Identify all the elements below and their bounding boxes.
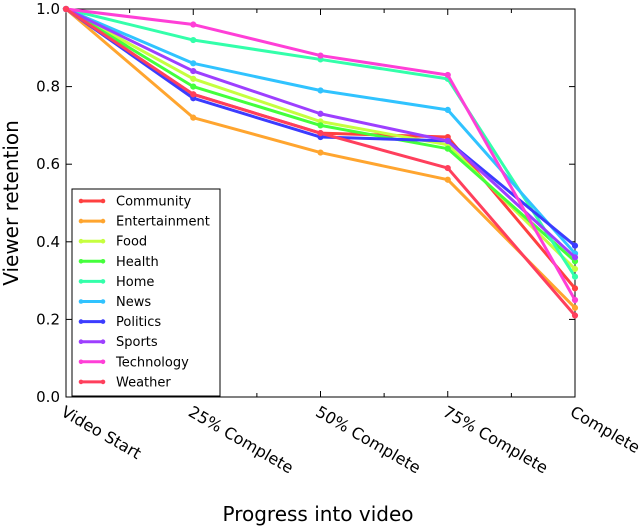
data-point (190, 83, 197, 90)
data-point (571, 254, 579, 261)
legend-marker (78, 299, 84, 304)
legend-marker (100, 319, 106, 324)
series-layer (62, 5, 579, 319)
data-point (190, 75, 197, 82)
y-axis-title: Viewer retention (0, 120, 23, 286)
data-point (444, 71, 451, 79)
data-point (190, 21, 197, 28)
legend-label: Sports (116, 335, 158, 350)
legend-marker (78, 339, 84, 345)
legend-label: Technology (115, 355, 189, 370)
legend-marker (78, 319, 84, 324)
legend-item: Food (78, 235, 147, 250)
data-point (571, 312, 579, 319)
legend-label: Entertainment (116, 215, 210, 230)
legend-item: Entertainment (78, 215, 210, 230)
data-point (190, 36, 197, 44)
legend-marker (78, 198, 84, 204)
legend-marker (100, 218, 106, 224)
data-point (571, 285, 579, 292)
legend: Community Entertainment Food Health Home News… (71, 188, 221, 397)
y-tick-label: 0.2 (36, 310, 60, 328)
legend-marker (100, 279, 106, 284)
x-tick-label: 75% Complete (440, 402, 551, 477)
legend-marker (100, 339, 106, 345)
data-point (317, 52, 324, 59)
legend-marker (78, 359, 84, 365)
data-point (571, 242, 579, 249)
data-point (62, 5, 70, 13)
legend-item: Politics (78, 315, 161, 330)
x-tick-label: 25% Complete (185, 402, 296, 477)
data-point (444, 137, 451, 145)
data-point (190, 114, 197, 121)
data-point (444, 145, 451, 152)
legend-marker (100, 259, 106, 264)
legend-label: News (116, 295, 151, 310)
legend-marker (78, 218, 84, 224)
y-tick-label: 0.6 (36, 155, 60, 173)
y-tick-label: 1.0 (36, 0, 60, 18)
data-point (571, 296, 579, 304)
data-point (317, 110, 324, 117)
data-point (444, 164, 451, 172)
legend-item: Health (78, 255, 159, 270)
y-tick-label: 0.0 (36, 388, 60, 406)
legend-label: Politics (116, 315, 161, 330)
y-tick-label: 0.4 (36, 233, 60, 251)
data-point (444, 176, 451, 183)
legend-marker (100, 359, 106, 365)
legend-item: Community (78, 195, 192, 210)
y-tick-label: 0.8 (36, 78, 60, 96)
data-point (317, 130, 324, 137)
data-point (190, 67, 197, 75)
legend-item: Technology (78, 355, 189, 370)
legend-label: Food (116, 235, 147, 250)
legend-item: Home (78, 275, 154, 290)
legend-label: Weather (116, 375, 171, 390)
data-point (317, 87, 324, 94)
series-weather (62, 5, 579, 319)
legend-marker (78, 238, 84, 244)
data-point (190, 91, 197, 98)
legend-item: Sports (78, 335, 158, 350)
legend-marker (100, 238, 106, 244)
data-point (317, 149, 324, 156)
legend-marker (78, 259, 84, 264)
legend-label: Community (116, 195, 192, 210)
legend-marker (78, 279, 84, 284)
data-point (571, 304, 579, 311)
legend-label: Health (116, 255, 159, 270)
series-sports (62, 5, 579, 261)
legend-item: News (78, 295, 151, 310)
legend-marker (100, 299, 106, 304)
x-tick-label: 50% Complete (313, 402, 424, 477)
data-point (317, 122, 324, 129)
legend-marker (78, 379, 84, 385)
data-point (571, 273, 579, 280)
x-tick-label: Video Start (58, 402, 145, 463)
x-axis-title: Progress into video (222, 502, 413, 526)
legend-marker (100, 198, 106, 204)
legend-marker (100, 379, 106, 385)
data-point (190, 60, 197, 67)
data-point (444, 106, 451, 113)
x-tick-label: Complete (567, 402, 640, 457)
legend-label: Home (116, 275, 154, 290)
legend-item: Weather (78, 375, 171, 390)
data-point (571, 265, 579, 273)
